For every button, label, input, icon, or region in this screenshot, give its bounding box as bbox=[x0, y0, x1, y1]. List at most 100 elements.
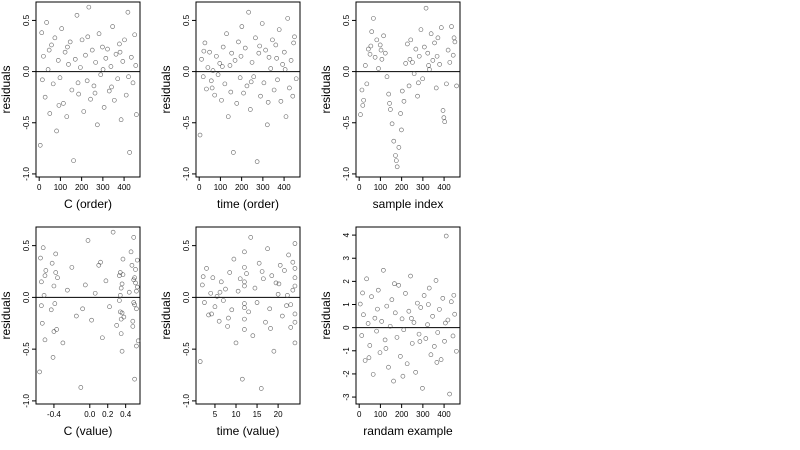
data-point bbox=[135, 284, 140, 290]
data-point bbox=[280, 62, 285, 67]
data-point bbox=[389, 297, 395, 302]
data-point bbox=[84, 78, 90, 84]
data-point bbox=[76, 91, 81, 97]
data-point bbox=[205, 65, 211, 70]
data-point bbox=[415, 93, 420, 99]
data-point bbox=[133, 280, 138, 286]
data-point bbox=[131, 235, 137, 240]
data-point bbox=[266, 54, 272, 60]
data-point bbox=[129, 262, 135, 268]
data-point bbox=[370, 372, 376, 377]
x-axis-label: time (value) bbox=[217, 424, 280, 438]
data-point bbox=[91, 83, 97, 89]
data-point bbox=[292, 266, 298, 271]
data-point bbox=[51, 283, 57, 289]
data-point bbox=[106, 88, 112, 94]
data-point bbox=[369, 294, 374, 299]
data-point bbox=[61, 101, 66, 106]
data-point bbox=[408, 37, 414, 43]
x-tick-label: 0 bbox=[357, 410, 362, 419]
data-point bbox=[133, 267, 138, 272]
data-point bbox=[425, 50, 431, 56]
y-tick-label: -1.0 bbox=[22, 166, 31, 180]
x-tick-label: 200 bbox=[75, 183, 89, 192]
y-tick-label: -0.5 bbox=[22, 115, 31, 129]
data-point bbox=[132, 32, 137, 38]
data-point bbox=[394, 158, 399, 163]
data-point bbox=[126, 74, 131, 80]
y-axis-label: residuals bbox=[159, 65, 173, 113]
scatter-panel-5: 5 10 15 20 -1.0 -0.5 0.0 0.5 time (value) residua… bbox=[159, 226, 301, 438]
y-tick-label: 1 bbox=[342, 302, 351, 307]
data-point bbox=[428, 31, 434, 37]
data-point bbox=[232, 58, 238, 63]
data-point bbox=[40, 245, 46, 251]
x-tick-label: 400 bbox=[117, 183, 131, 192]
data-point bbox=[376, 66, 381, 71]
data-point bbox=[103, 278, 109, 284]
x-tick-label: 0.2 bbox=[102, 410, 114, 419]
x-tick-label: 400 bbox=[437, 410, 451, 419]
data-point bbox=[391, 378, 396, 384]
data-point bbox=[364, 276, 369, 282]
data-point bbox=[292, 340, 298, 346]
data-point bbox=[200, 282, 205, 288]
data-point bbox=[229, 50, 234, 56]
x-tick-label: 15 bbox=[253, 410, 262, 419]
x-tick-label: 100 bbox=[374, 183, 388, 192]
data-point bbox=[452, 311, 457, 317]
data-point bbox=[268, 326, 273, 331]
data-point bbox=[44, 20, 49, 25]
y-tick-label: -1.0 bbox=[342, 166, 351, 180]
data-point bbox=[430, 314, 435, 319]
data-point bbox=[292, 311, 298, 317]
x-tick-label: 5 bbox=[213, 410, 218, 419]
data-point bbox=[282, 268, 287, 273]
y-axis-label: residuals bbox=[159, 291, 173, 339]
data-point bbox=[118, 285, 124, 291]
data-point bbox=[254, 159, 260, 164]
data-point bbox=[292, 241, 298, 246]
data-point bbox=[401, 327, 407, 333]
data-point bbox=[393, 153, 398, 158]
data-point bbox=[74, 313, 79, 319]
y-axis-label: residuals bbox=[0, 65, 13, 113]
data-point bbox=[234, 101, 240, 106]
x-axis-label: C (value) bbox=[64, 424, 113, 438]
data-point bbox=[399, 88, 405, 94]
data-point bbox=[132, 275, 137, 281]
data-point bbox=[98, 72, 104, 77]
data-point bbox=[372, 54, 378, 60]
data-point bbox=[199, 57, 204, 62]
y-tick-label: -1 bbox=[342, 347, 351, 355]
y-tick-label: 0.0 bbox=[22, 291, 31, 303]
data-point bbox=[361, 97, 366, 103]
data-point bbox=[119, 310, 125, 316]
y-tick-label: -1.0 bbox=[182, 393, 191, 407]
data-point bbox=[202, 300, 207, 305]
data-point bbox=[225, 324, 230, 329]
data-point bbox=[430, 58, 436, 63]
data-point bbox=[433, 278, 439, 283]
data-point bbox=[83, 52, 88, 58]
data-point bbox=[96, 31, 102, 37]
data-point bbox=[227, 63, 233, 68]
data-point bbox=[50, 81, 56, 87]
data-point bbox=[231, 256, 237, 262]
data-point bbox=[386, 364, 391, 370]
data-point bbox=[418, 305, 424, 310]
data-point bbox=[413, 46, 419, 52]
data-point bbox=[62, 49, 68, 55]
x-tick-label: 100 bbox=[374, 410, 388, 419]
data-point bbox=[384, 74, 390, 80]
data-point bbox=[57, 75, 63, 81]
data-point bbox=[444, 81, 449, 87]
plot-frame bbox=[355, 1, 461, 178]
data-point bbox=[56, 103, 62, 108]
data-point bbox=[254, 300, 260, 305]
data-point bbox=[85, 34, 91, 40]
data-point bbox=[72, 57, 78, 62]
data-point bbox=[53, 270, 59, 275]
data-point bbox=[278, 98, 284, 104]
data-point bbox=[392, 310, 398, 316]
